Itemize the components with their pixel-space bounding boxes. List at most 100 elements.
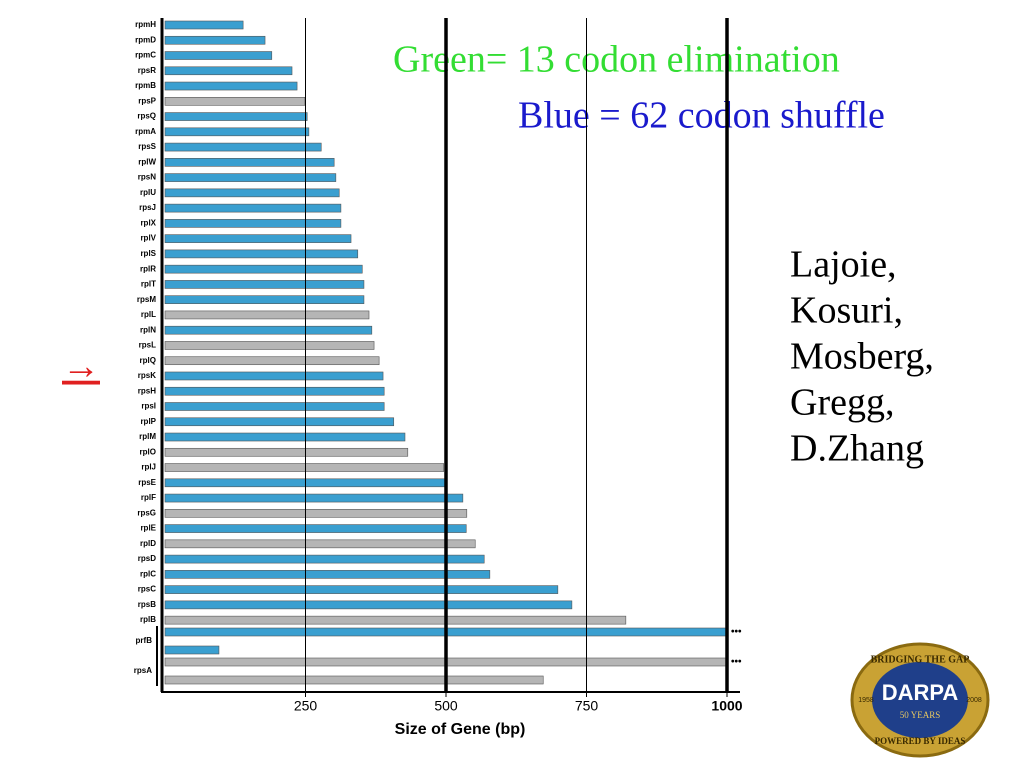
y-tick-label: rplL: [141, 310, 156, 319]
bar: [164, 35, 266, 45]
y-tick-label: rpsG: [137, 508, 156, 517]
arrow: →: [62, 346, 100, 388]
bar: [164, 295, 365, 304]
bar: [164, 539, 476, 549]
y-tick-label: rplP: [140, 417, 156, 426]
y-tick-label: prfB: [136, 636, 153, 645]
y-tick-label: rpsA: [134, 666, 152, 675]
bar: [164, 51, 273, 60]
y-tick-label: rplF: [141, 493, 156, 502]
x-tick-label: 1000: [711, 698, 742, 714]
logo-name: DARPA: [882, 680, 959, 705]
bar: [164, 325, 373, 335]
y-tick-label: rpsN: [138, 173, 156, 182]
x-tick-label: 500: [434, 698, 458, 714]
bar: [164, 249, 359, 259]
authors: Lajoie,Kosuri,Mosberg,Gregg,D.Zhang: [790, 244, 934, 470]
bar: [164, 264, 363, 274]
y-tick-label: rpmB: [135, 81, 156, 90]
bar: [164, 280, 365, 289]
y-tick-label: rplJ: [141, 463, 156, 472]
y-tick-label: rplS: [140, 249, 156, 258]
bar: [164, 203, 342, 213]
bar: [164, 570, 491, 579]
y-tick-label: rpsI: [141, 402, 156, 411]
y-tick-label: rpsH: [138, 386, 156, 395]
bar: [164, 447, 409, 457]
y-tick-label: rplW: [138, 157, 156, 166]
logo-center: [872, 662, 968, 738]
y-tick-label: rpsL: [139, 341, 156, 350]
y-tick-label: rplQ: [140, 356, 156, 365]
bar: [164, 234, 352, 243]
logo: BRIDGING THE GAP DARPA 50 YEARS POWERED …: [850, 642, 990, 758]
y-tick-label: rpsQ: [137, 112, 156, 121]
blue-note: Blue = 62 codon shuffle: [518, 95, 885, 137]
y-tick-label: rplT: [141, 280, 156, 289]
bar: [164, 81, 298, 91]
author: Mosberg,: [790, 336, 934, 378]
author: Lajoie,: [790, 244, 897, 286]
bar: [164, 524, 467, 533]
author: D.Zhang: [790, 428, 924, 470]
author: Gregg,: [790, 382, 894, 424]
y-tick-label: rpsE: [138, 478, 156, 487]
y-tick-label: rplX: [140, 218, 156, 227]
bar: [164, 402, 385, 411]
bar: [164, 463, 445, 472]
y-tick-label: rpmD: [135, 35, 156, 44]
y-tick-label: rplC: [140, 569, 156, 578]
bar: [164, 66, 293, 76]
y-tick-label: rplE: [140, 524, 156, 533]
y-tick-label: rpmH: [135, 20, 156, 29]
x-tick-label: 250: [294, 698, 318, 714]
bar: [164, 615, 627, 625]
bar: [164, 112, 308, 121]
bar: [164, 432, 406, 442]
y-tick-label: rpsP: [138, 96, 156, 105]
bar: [164, 127, 310, 137]
x-tick-label: 750: [575, 698, 599, 714]
logo-end: 2008: [966, 697, 982, 704]
bar: [164, 97, 306, 106]
y-tick-label: rpsK: [138, 371, 156, 380]
y-tick-label: rpsC: [138, 585, 156, 594]
logo-top: BRIDGING THE GAP: [871, 654, 970, 665]
y-tick-label: rplD: [140, 539, 156, 548]
y-tick-label: rplU: [140, 188, 156, 197]
logo-bottom: POWERED BY IDEAS: [875, 736, 966, 746]
y-tick-label: rplM: [139, 432, 156, 441]
bar: [164, 371, 384, 381]
bar: [164, 219, 342, 228]
y-tick-label: rpsB: [138, 600, 156, 609]
overflow-mark: •••: [731, 657, 742, 668]
logo-years: 50 YEARS: [900, 710, 940, 720]
y-tick-label: rpsD: [138, 554, 156, 563]
bar: [164, 188, 340, 198]
bar: [164, 158, 335, 167]
bar: [164, 173, 337, 182]
bar: [164, 509, 468, 518]
y-tick-label: rpsS: [138, 142, 156, 151]
bar: [164, 585, 559, 594]
bar: [164, 310, 370, 320]
bar: [164, 341, 375, 350]
bar: [164, 386, 385, 396]
bar: [164, 554, 485, 564]
y-tick-label: rplN: [140, 325, 156, 334]
bar: [164, 356, 380, 366]
bar: [164, 417, 395, 427]
bar: [164, 600, 573, 610]
green-note: Green= 13 codon elimination: [393, 39, 840, 81]
overflow-mark: •••: [731, 627, 742, 638]
logo-start: 1958: [858, 697, 874, 704]
y-tick-label: rplR: [140, 264, 156, 273]
y-tick-label: rplV: [140, 234, 156, 243]
bar: [164, 645, 220, 655]
bar: [164, 20, 244, 30]
bar: [164, 142, 322, 152]
y-tick-label: rplB: [140, 615, 156, 624]
bar: [164, 675, 544, 685]
y-tick-label: rpmA: [135, 127, 156, 136]
